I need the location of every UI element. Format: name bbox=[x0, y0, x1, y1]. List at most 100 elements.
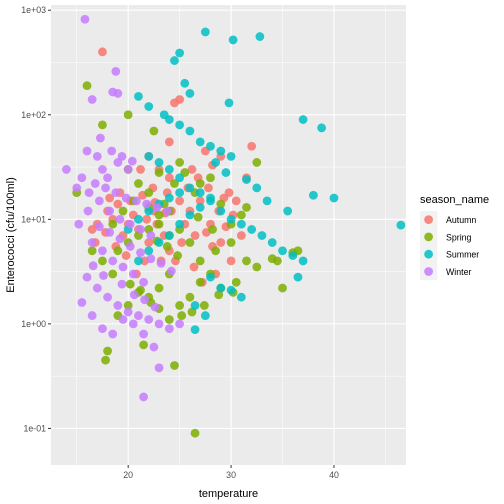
x-axis: 20 30 40 bbox=[123, 465, 339, 480]
series-spring bbox=[72, 81, 303, 438]
data-point-summer bbox=[236, 219, 246, 229]
data-point-summer bbox=[164, 115, 174, 124]
data-point-autumn bbox=[190, 231, 200, 240]
data-point-winter bbox=[149, 342, 159, 352]
data-point-autumn bbox=[231, 196, 241, 206]
data-point-summer bbox=[396, 220, 406, 230]
data-point-winter bbox=[82, 146, 92, 156]
data-point-summer bbox=[144, 206, 154, 216]
data-point-winter bbox=[94, 222, 104, 232]
data-point-autumn bbox=[177, 238, 187, 247]
data-point-winter bbox=[127, 156, 137, 166]
data-point-summer bbox=[185, 126, 195, 136]
data-point-winter bbox=[134, 311, 143, 320]
data-point-summer bbox=[283, 206, 293, 216]
data-point-summer bbox=[195, 188, 205, 198]
data-point-winter bbox=[164, 324, 174, 334]
data-point-winter bbox=[118, 262, 128, 272]
data-point-winter bbox=[146, 254, 156, 264]
data-point-summer bbox=[175, 188, 185, 198]
data-point-winter bbox=[111, 66, 121, 76]
data-point-winter bbox=[92, 151, 102, 161]
data-point-spring bbox=[154, 168, 164, 177]
legend-key-spring bbox=[424, 232, 433, 242]
data-point-spring bbox=[190, 428, 200, 438]
data-point-summer bbox=[164, 231, 174, 240]
data-point-summer bbox=[221, 168, 231, 177]
data-point-winter bbox=[139, 392, 149, 402]
data-point-autumn bbox=[87, 225, 97, 234]
data-point-summer bbox=[144, 246, 154, 256]
data-point-spring bbox=[175, 158, 185, 167]
data-point-winter bbox=[77, 298, 87, 307]
data-point-spring bbox=[177, 311, 187, 320]
data-point-winter bbox=[113, 301, 123, 310]
data-point-winter bbox=[92, 283, 102, 293]
data-point-summer bbox=[224, 98, 234, 108]
data-point-winter bbox=[128, 269, 138, 279]
data-point-winter bbox=[154, 363, 164, 373]
data-point-spring bbox=[87, 246, 97, 256]
data-point-winter bbox=[83, 206, 93, 216]
data-point-winter bbox=[80, 14, 90, 24]
data-point-spring bbox=[278, 283, 287, 293]
legend-label-spring: Spring bbox=[446, 232, 472, 242]
data-point-winter bbox=[129, 290, 139, 300]
data-point-autumn bbox=[136, 165, 145, 174]
data-point-summer bbox=[247, 225, 257, 234]
data-point-winter bbox=[107, 146, 117, 156]
data-point-spring bbox=[118, 206, 128, 216]
data-point-summer bbox=[236, 292, 246, 302]
data-point-spring bbox=[173, 251, 182, 260]
data-point-spring bbox=[214, 290, 224, 300]
data-point-autumn bbox=[187, 165, 197, 174]
data-point-spring bbox=[211, 246, 221, 256]
data-point-spring bbox=[175, 301, 185, 310]
data-point-summer bbox=[216, 283, 226, 293]
data-point-winter bbox=[105, 206, 115, 216]
data-point-spring bbox=[108, 269, 118, 279]
data-point-spring bbox=[195, 277, 205, 287]
data-point-winter bbox=[84, 188, 94, 198]
legend-key-winter bbox=[424, 267, 433, 276]
data-point-summer bbox=[211, 158, 221, 167]
data-point-autumn bbox=[226, 256, 236, 266]
data-point-winter bbox=[98, 165, 107, 174]
data-point-winter bbox=[101, 183, 110, 193]
data-point-winter bbox=[156, 258, 166, 268]
legend-title: season_name bbox=[420, 194, 489, 206]
data-point-winter bbox=[99, 271, 108, 280]
data-point-winter bbox=[77, 173, 87, 183]
legend-key-summer bbox=[424, 249, 433, 259]
data-point-winter bbox=[87, 95, 97, 104]
data-point-winter bbox=[140, 295, 150, 305]
data-point-summer bbox=[278, 246, 287, 256]
data-point-autumn bbox=[216, 238, 226, 247]
data-point-autumn bbox=[189, 262, 199, 272]
data-point-winter bbox=[152, 203, 162, 212]
data-point-winter bbox=[115, 214, 125, 224]
data-point-winter bbox=[108, 329, 118, 339]
y-tick-label: 1e+02 bbox=[21, 110, 46, 120]
data-point-winter bbox=[166, 266, 176, 276]
data-point-spring bbox=[242, 203, 251, 212]
data-point-spring bbox=[162, 242, 172, 251]
data-point-winter bbox=[115, 234, 125, 244]
data-point-winter bbox=[144, 315, 154, 324]
data-point-summer bbox=[144, 102, 154, 111]
data-point-spring bbox=[242, 256, 251, 266]
data-point-summer bbox=[185, 89, 195, 98]
data-point-summer bbox=[200, 27, 210, 37]
data-point-winter bbox=[136, 225, 145, 234]
data-point-winter bbox=[136, 248, 145, 258]
data-point-winter bbox=[175, 319, 185, 329]
data-point-winter bbox=[95, 133, 105, 143]
data-point-summer bbox=[190, 325, 200, 335]
data-point-winter bbox=[121, 193, 131, 203]
data-point-spring bbox=[252, 158, 262, 167]
data-point-summer bbox=[267, 238, 277, 247]
data-point-spring bbox=[206, 173, 215, 183]
data-point-summer bbox=[308, 190, 318, 200]
data-point-autumn bbox=[195, 196, 205, 206]
data-point-summer bbox=[242, 175, 251, 184]
